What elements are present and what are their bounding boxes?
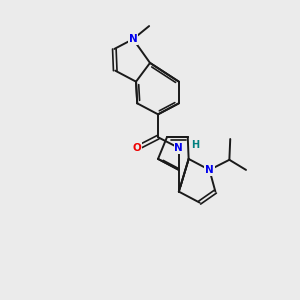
Text: H: H (191, 140, 200, 150)
Text: N: N (205, 165, 214, 175)
Text: N: N (175, 143, 183, 153)
Text: N: N (129, 34, 137, 44)
Text: O: O (133, 143, 142, 153)
